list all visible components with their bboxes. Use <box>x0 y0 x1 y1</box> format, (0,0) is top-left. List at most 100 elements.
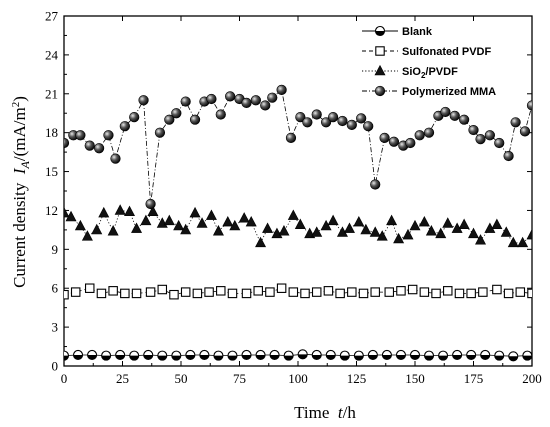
data-point <box>423 350 435 361</box>
data-point <box>241 349 252 361</box>
data-point <box>478 287 488 297</box>
data-point <box>370 179 381 190</box>
data-point <box>98 206 110 218</box>
data-point <box>492 284 502 295</box>
y-tick-label: 6 <box>52 281 59 296</box>
data-point <box>225 91 236 102</box>
data-point <box>285 132 297 143</box>
data-point <box>115 349 126 361</box>
data-point <box>443 286 453 296</box>
x-tick-label: 125 <box>347 371 367 386</box>
data-point <box>396 286 406 296</box>
data-point <box>213 350 224 361</box>
legend-marker <box>374 64 386 76</box>
legend-label: Sulfonated PVDF <box>402 46 492 58</box>
data-point <box>245 215 257 227</box>
data-point <box>189 114 201 125</box>
y-axis-ticks: 0 3 6 9 12 15 18 21 24 27 <box>45 9 532 374</box>
data-point <box>64 206 70 218</box>
data-point <box>74 219 86 231</box>
y-tick-label: 27 <box>45 9 59 24</box>
data-point <box>519 126 531 137</box>
data-point <box>238 212 250 223</box>
y-tick-label: 21 <box>45 86 58 101</box>
data-point <box>120 288 130 299</box>
data-point <box>163 214 175 226</box>
legend-marker <box>374 85 386 97</box>
data-point <box>358 288 369 299</box>
data-point <box>185 349 196 361</box>
data-point <box>171 350 182 361</box>
series-line <box>64 353 528 357</box>
data-point <box>129 350 140 361</box>
series-polymerized-mma <box>64 84 532 210</box>
data-point <box>503 150 514 162</box>
data-point <box>452 349 463 361</box>
data-point <box>131 222 143 233</box>
data-point <box>407 284 418 295</box>
data-point <box>87 349 98 361</box>
data-point <box>206 93 217 105</box>
x-tick-label: 175 <box>464 371 484 386</box>
x-tick-label: 50 <box>175 371 188 386</box>
data-point <box>124 205 136 217</box>
data-point <box>140 214 152 226</box>
data-point <box>229 219 241 231</box>
data-point <box>278 225 290 236</box>
data-point <box>526 100 532 111</box>
data-point <box>402 228 414 240</box>
data-point <box>267 92 278 103</box>
data-point <box>494 137 505 149</box>
y-tick-label: 24 <box>45 47 59 62</box>
data-point <box>526 228 532 240</box>
y-axis-title: Current density IA/(mA/m2) <box>10 96 32 288</box>
x-tick-label: 200 <box>522 371 542 386</box>
data-point <box>356 113 367 124</box>
data-point <box>475 134 486 145</box>
data-point <box>65 210 77 222</box>
data-point <box>265 287 275 297</box>
data-point <box>449 110 460 121</box>
data-point <box>164 114 175 125</box>
data-point <box>337 115 348 127</box>
data-point <box>311 226 323 237</box>
data-point <box>262 222 274 233</box>
data-point <box>414 130 425 141</box>
data-point <box>475 234 487 245</box>
data-point <box>343 222 355 233</box>
data-point <box>250 95 261 106</box>
data-point <box>339 350 350 361</box>
data-point <box>328 112 339 123</box>
legend-label: Polymerized MMA <box>402 86 496 98</box>
data-point <box>379 132 390 143</box>
data-point <box>222 215 234 227</box>
data-point <box>131 288 142 299</box>
data-point <box>108 286 118 296</box>
data-point <box>395 349 407 361</box>
y-tick-label: 3 <box>52 320 59 335</box>
data-point <box>138 95 149 106</box>
data-point <box>295 112 306 123</box>
data-point <box>386 214 398 226</box>
data-point <box>72 349 84 361</box>
x-tick-label: 0 <box>61 371 68 386</box>
data-point <box>381 349 392 361</box>
data-point <box>145 287 156 297</box>
data-point <box>204 287 214 297</box>
data-point <box>503 288 514 299</box>
series-sio2-pvdf <box>64 204 532 248</box>
data-point <box>438 350 449 361</box>
data-point <box>241 97 252 108</box>
data-point <box>440 106 451 118</box>
data-point <box>507 236 519 248</box>
plot-frame <box>63 15 533 367</box>
series-sulfonated-pvdf <box>64 283 532 300</box>
legend-marker <box>374 25 386 37</box>
data-point <box>363 121 374 132</box>
data-point <box>480 349 491 361</box>
data-point <box>75 130 86 141</box>
data-point <box>180 287 191 297</box>
data-point <box>458 218 470 230</box>
data-point <box>196 217 208 228</box>
data-point <box>335 288 345 299</box>
